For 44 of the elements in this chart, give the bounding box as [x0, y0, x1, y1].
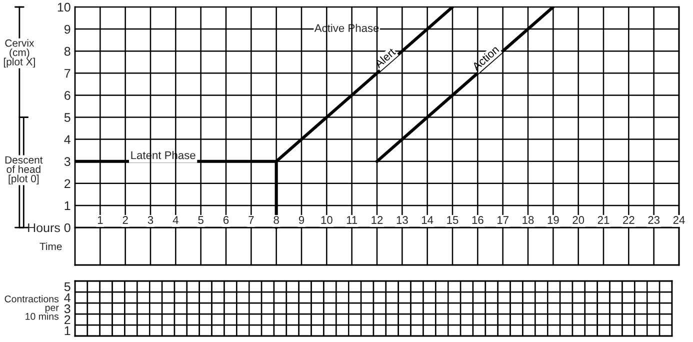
text: Cervix (cm) [plot X] — [4, 39, 35, 68]
y-tick-label: 9 — [64, 24, 70, 34]
x-tick-label: 19 — [548, 216, 559, 224]
x-tick-label: 7 — [248, 216, 254, 224]
y-axis-title: Contractions per 10 mins — [4, 295, 59, 320]
y-tick-label: 5 — [64, 113, 70, 122]
y-tick-label: 3 — [64, 157, 70, 166]
x-tick-label: 21 — [598, 216, 610, 224]
x-tick-label: 10 — [321, 216, 332, 224]
x-tick-label: 12 — [372, 216, 383, 224]
x-tick-label: 13 — [396, 216, 408, 224]
x-tick-label: 17 — [498, 216, 508, 224]
y-tick-label: 10 — [58, 2, 70, 12]
x-tick-label: 15 — [447, 216, 458, 224]
y-tick-label: 7 — [64, 69, 70, 78]
x-tick-label: 11 — [346, 216, 358, 224]
x-tick-label: 8 — [274, 216, 279, 224]
x-tick-label: 24 — [673, 216, 685, 224]
x-tick-label: 5 — [198, 216, 204, 224]
y-tick-label: 8 — [64, 46, 70, 56]
x-tick-label: 14 — [422, 216, 434, 224]
y-tick-label: 1 — [64, 326, 70, 336]
x-tick-label: 2 — [122, 216, 128, 224]
y-tick-label: 4 — [64, 293, 70, 302]
x-tick-label: 20 — [572, 216, 584, 224]
y-tick-label: 2 — [64, 179, 70, 188]
x-tick-label: 3 — [148, 216, 154, 224]
text: Descent of head [plot 0] — [5, 156, 43, 184]
text: Time — [40, 242, 62, 250]
y-tick-label: 4 — [64, 135, 70, 144]
x-tick-label: 9 — [298, 216, 304, 224]
x-tick-label: 1 — [98, 216, 103, 224]
x-tick-label: 22 — [623, 216, 634, 224]
y-tick-label: 3 — [64, 304, 70, 314]
x-tick-label: 4 — [172, 216, 178, 224]
x-tick-label: 16 — [472, 216, 484, 224]
x-tick-label: 23 — [648, 216, 660, 224]
y-tick-label: 1 — [64, 201, 70, 210]
y-tick-label: 2 — [64, 315, 70, 324]
y-tick-label: 6 — [64, 91, 70, 100]
y-tick-label: Hours 0 — [28, 223, 70, 232]
y-tick-label: 5 — [64, 282, 70, 292]
x-tick-label: 6 — [223, 216, 229, 224]
x-tick-label: 18 — [522, 216, 534, 224]
